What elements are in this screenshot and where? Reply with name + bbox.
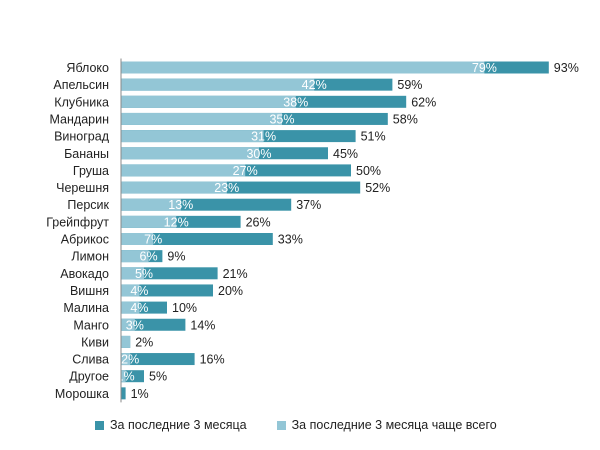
category-label: Другое [69, 370, 109, 384]
bar-most-often [121, 335, 131, 348]
data-label-3-months: 16% [200, 353, 225, 367]
category-label: Малина [63, 301, 109, 315]
data-label-3-months: 37% [296, 198, 321, 212]
bar-most-often [121, 112, 282, 125]
category-label: Слива [72, 353, 109, 367]
data-label-most-often: 42% [302, 78, 327, 92]
legend-swatch-3-months [95, 420, 104, 430]
category-label: Черешня [56, 181, 109, 195]
data-label-most-often: 4% [130, 284, 148, 298]
category-label: Авокадо [60, 267, 109, 281]
data-label-most-often: 7% [144, 233, 162, 247]
category-label: Яблоко [66, 61, 109, 75]
bar-most-often [121, 215, 177, 228]
bar-3-months [121, 318, 186, 331]
data-label-3-months: 26% [246, 215, 271, 229]
data-label-most-often: 30% [246, 147, 271, 161]
legend-label-most-often: За последние 3 месяца чаще всего [291, 418, 497, 432]
data-label-3-months: 59% [397, 78, 422, 92]
bar-most-often [121, 130, 264, 143]
data-label-3-months: 5% [149, 370, 167, 384]
data-label-3-months: 1% [131, 387, 149, 401]
data-label-most-often: 79% [472, 61, 497, 75]
data-label-3-months: 10% [172, 301, 197, 315]
bar-most-often [121, 233, 154, 245]
bar-most-often [121, 250, 149, 263]
bar-most-often [121, 181, 227, 194]
data-label-most-often: 13% [168, 198, 193, 212]
data-label-most-often: 35% [269, 112, 294, 126]
category-label: Вишня [70, 284, 109, 298]
category-label: Киви [81, 335, 109, 349]
data-label-3-months: 58% [393, 112, 418, 126]
data-label-3-months: 62% [411, 95, 436, 109]
category-label: Апельсин [53, 78, 109, 92]
data-label-3-months: 45% [333, 147, 358, 161]
bar-most-often [121, 147, 259, 160]
legend-item-most-often: За последние 3 месяца чаще всего [276, 418, 497, 432]
category-label: Абрикос [61, 233, 109, 247]
data-label-most-often: 27% [233, 164, 258, 178]
data-label-most-often: 23% [214, 181, 239, 195]
bar-3-months [121, 267, 218, 280]
legend-label-3-months: За последние 3 месяца [110, 418, 247, 432]
data-label-3-months: 50% [356, 164, 381, 178]
bar-most-often [121, 95, 296, 108]
bar-3-months [121, 387, 126, 400]
data-label-most-often: 4% [130, 301, 148, 315]
category-label: Манго [73, 318, 109, 332]
data-label-3-months: 33% [278, 233, 303, 247]
data-label-most-often: 1% [117, 370, 135, 384]
category-label: Груша [73, 164, 109, 178]
legend-swatch-most-often [276, 420, 286, 430]
bar-most-often [121, 318, 135, 331]
data-label-most-often: 38% [283, 95, 308, 109]
data-label-most-often: 5% [135, 267, 153, 281]
data-label-3-months: 93% [554, 61, 579, 75]
bar-most-often [121, 78, 315, 91]
bar-most-often [121, 353, 131, 366]
category-label: Морошка [55, 387, 109, 401]
bar-3-months [121, 353, 195, 366]
data-label-3-months: 52% [365, 181, 390, 195]
legend-item-3-months: За последние 3 месяца [95, 418, 247, 432]
category-label: Бананы [64, 147, 109, 161]
bar-most-often [121, 267, 144, 280]
data-label-most-often: 12% [164, 215, 189, 229]
data-label-most-often: 31% [251, 130, 276, 144]
data-label-3-months: 51% [361, 130, 386, 144]
data-label-3-months: 2% [135, 335, 153, 349]
category-label: Клубника [54, 95, 109, 109]
category-label: Мандарин [50, 112, 110, 126]
data-label-most-often: 6% [140, 250, 158, 264]
category-label: Виноград [54, 130, 110, 144]
data-label-most-often: 2% [121, 353, 139, 367]
bar-chart: Яблоко 79% 93% Апельсин 42% 59% Клубника 38% 62%… [46, 58, 579, 403]
category-label: Лимон [71, 250, 109, 264]
bar-most-often [121, 164, 246, 177]
bar-3-months [121, 233, 273, 245]
data-label-3-months: 21% [223, 267, 248, 281]
bar-most-often [121, 284, 140, 297]
data-label-3-months: 14% [190, 318, 215, 332]
bar-most-often [121, 301, 140, 314]
bar-3-months [121, 370, 144, 383]
bar-most-often [121, 198, 181, 211]
data-label-3-months: 20% [218, 284, 243, 298]
chart-legend: За последние 3 месяца За последние 3 мес… [95, 418, 497, 432]
bar-most-often [121, 370, 126, 383]
data-label-3-months: 9% [167, 250, 185, 264]
bar-most-often [121, 61, 485, 74]
category-label: Персик [67, 198, 109, 212]
bar-3-months [121, 284, 213, 297]
data-label-most-often: 3% [126, 318, 144, 332]
category-label: Грейпфрут [46, 215, 109, 229]
